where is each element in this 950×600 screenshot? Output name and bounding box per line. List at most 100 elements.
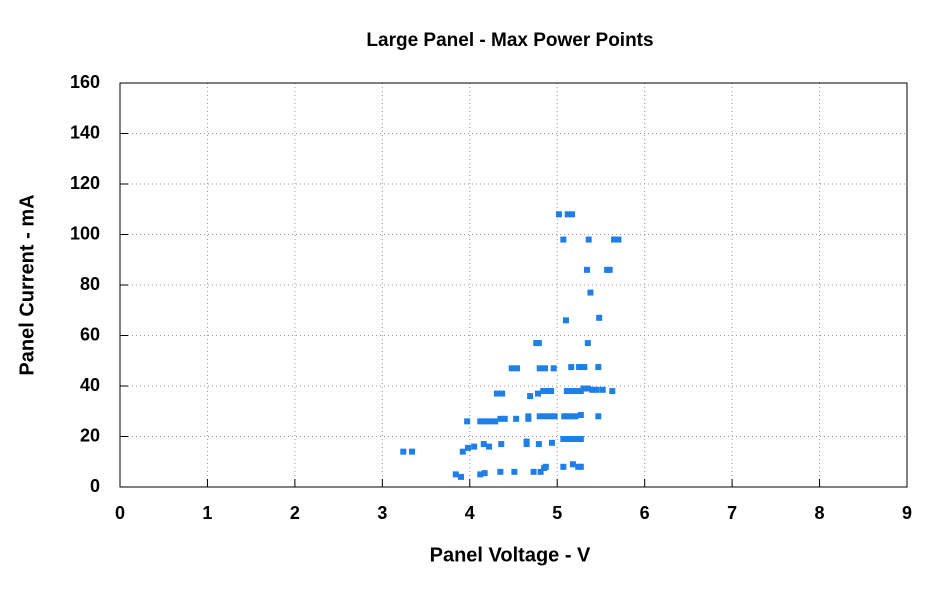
point — [615, 236, 622, 243]
point — [548, 388, 555, 395]
point — [550, 365, 557, 372]
point — [568, 388, 575, 395]
point — [409, 448, 416, 455]
y-tick-label: 20 — [80, 425, 100, 445]
point — [572, 413, 579, 420]
points — [400, 211, 622, 480]
y-axis-label: Panel Current - mA — [16, 194, 38, 375]
point — [587, 289, 594, 296]
point — [555, 211, 562, 218]
point — [511, 468, 518, 475]
point — [481, 470, 488, 477]
y-tick-label: 120 — [70, 173, 100, 193]
point — [611, 236, 618, 243]
point — [583, 266, 590, 273]
point — [548, 439, 555, 446]
point — [595, 364, 602, 371]
point — [569, 461, 576, 468]
point — [465, 444, 472, 451]
point — [513, 365, 520, 372]
y-tick-label: 160 — [70, 72, 100, 92]
point — [477, 418, 484, 425]
point — [577, 463, 584, 470]
point — [564, 211, 571, 218]
point — [569, 413, 576, 420]
point — [585, 236, 592, 243]
point — [542, 463, 549, 470]
x-tick-label: 2 — [290, 503, 300, 523]
point — [569, 436, 576, 443]
point — [459, 448, 466, 455]
point — [452, 471, 459, 478]
point — [513, 415, 520, 422]
point — [563, 388, 570, 395]
point — [492, 418, 499, 425]
point — [589, 386, 596, 393]
point — [508, 365, 515, 372]
point — [400, 448, 407, 455]
point — [561, 413, 568, 420]
x-tick-label: 9 — [902, 503, 912, 523]
point — [606, 266, 613, 273]
point — [560, 463, 567, 470]
point — [501, 415, 508, 422]
point — [480, 441, 487, 448]
point — [536, 413, 543, 420]
point — [540, 388, 547, 395]
y-tick-label: 80 — [80, 274, 100, 294]
point — [581, 364, 588, 371]
point — [523, 438, 530, 445]
point — [535, 340, 542, 347]
x-axis-label: Panel Voltage - V — [430, 544, 591, 566]
point — [569, 211, 576, 218]
x-tick-label: 5 — [552, 503, 562, 523]
point — [560, 436, 567, 443]
point — [481, 418, 488, 425]
point — [530, 468, 537, 475]
point — [536, 365, 543, 372]
point — [564, 436, 571, 443]
plot-frame — [119, 82, 908, 488]
point — [547, 413, 554, 420]
point — [568, 364, 575, 371]
x-tick-label: 4 — [465, 503, 475, 523]
point — [562, 317, 569, 324]
point — [580, 385, 587, 392]
point — [584, 340, 591, 347]
point — [499, 390, 506, 397]
point — [486, 418, 493, 425]
point — [497, 415, 504, 422]
point — [534, 390, 541, 397]
point — [584, 385, 591, 392]
point — [541, 413, 548, 420]
point — [486, 443, 493, 450]
x-tick-label: 0 — [115, 503, 125, 523]
point — [458, 473, 465, 480]
x-tick-label: 3 — [377, 503, 387, 523]
x-tick-label: 8 — [815, 503, 825, 523]
point — [541, 365, 548, 372]
point — [544, 388, 551, 395]
point — [535, 441, 542, 448]
point — [577, 412, 584, 419]
point — [609, 388, 616, 395]
point — [525, 413, 532, 420]
point — [527, 393, 534, 400]
point — [551, 413, 558, 420]
y-tick-label: 0 — [90, 476, 100, 496]
x-tick-label: 6 — [640, 503, 650, 523]
y-tick-label: 60 — [80, 324, 100, 344]
point — [576, 364, 583, 371]
point — [572, 388, 579, 395]
point — [595, 413, 602, 420]
point — [464, 418, 471, 425]
point — [577, 436, 584, 443]
point — [497, 468, 504, 475]
point — [471, 443, 478, 450]
point — [537, 468, 544, 475]
point — [477, 471, 484, 478]
point — [564, 413, 571, 420]
point — [493, 390, 500, 397]
